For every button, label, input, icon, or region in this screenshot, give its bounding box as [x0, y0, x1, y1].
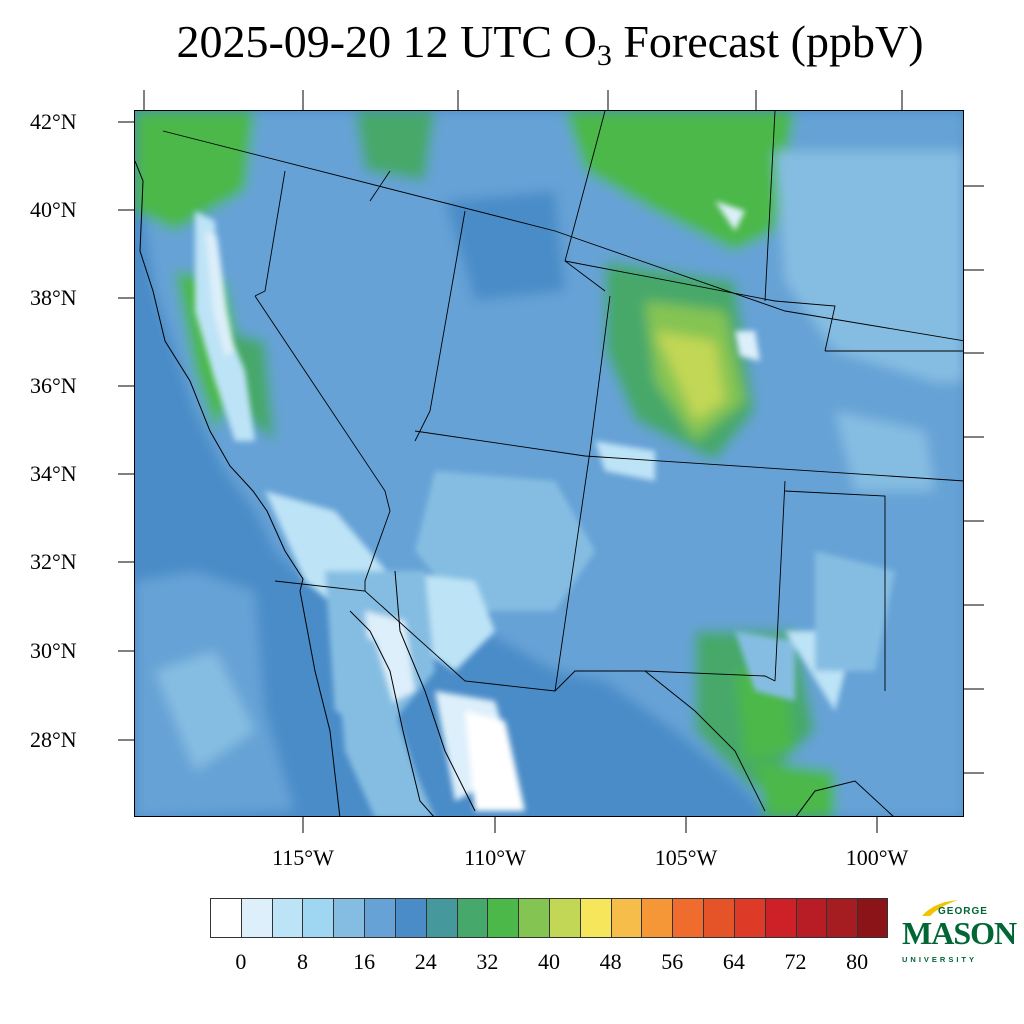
political-borders: [162, 111, 963, 812]
pacific-coastline: [135, 160, 341, 816]
lat-label-38: 38°N: [30, 285, 77, 310]
colorbar-tick-label: 8: [296, 949, 308, 974]
lat-label-42: 42°N: [30, 109, 77, 134]
sonora-coastline: [394, 570, 476, 812]
gulf-of-mexico-coastline: [795, 780, 894, 816]
colorbar-cell: [764, 898, 796, 938]
logo-swoosh-icon: [922, 900, 958, 916]
colorbar-cell: [518, 898, 550, 938]
colorbar-cell: [271, 898, 303, 938]
colorbar-cell: [425, 898, 457, 938]
lon-label-115: 115°W: [272, 845, 334, 870]
colorbar-cell: [240, 898, 272, 938]
colorbar-cell: [333, 898, 365, 938]
colorbar-cell: [302, 898, 334, 938]
lat-label-40: 40°N: [30, 197, 77, 222]
gulf-of-california: [335, 631, 435, 816]
colorbar-cell: [641, 898, 673, 938]
title-prefix: 2025-09-20 12 UTC O: [176, 16, 597, 67]
baja-east-coastline: [349, 610, 434, 816]
colorbar-cell: [795, 898, 827, 938]
lon-label-105: 105°W: [654, 845, 718, 870]
colorbar-cell: [456, 898, 488, 938]
colorbar-cell: [394, 898, 426, 938]
colorbar-cell: [672, 898, 704, 938]
lat-label-32: 32°N: [30, 549, 77, 574]
colorbar-tick-label: 64: [722, 949, 745, 974]
colorbar-cell: [857, 898, 889, 938]
lon-label-100: 100°W: [845, 845, 909, 870]
low-ozone-regions: [195, 201, 895, 811]
colorbar-cell: [210, 898, 241, 938]
colorbar-tick-label: 40: [538, 949, 560, 974]
colorbar-cell: [549, 898, 580, 938]
lat-label-36: 36°N: [30, 373, 77, 398]
colorbar-tick-label: 0: [235, 949, 247, 974]
ozone-map: [134, 110, 964, 817]
lon-label-110: 110°W: [464, 845, 526, 870]
logo-mason: MASON: [902, 915, 1017, 951]
colorbar-cell: [703, 898, 735, 938]
title-suffix: Forecast (ppbV): [611, 16, 924, 67]
gmu-logo: GEORGE MASON UNIVERSITY: [900, 898, 1017, 968]
colorbar-tick-label: 16: [353, 949, 376, 974]
colorbar-tick-label: 32: [476, 949, 499, 974]
colorbar-cell: [610, 898, 642, 938]
title-subscript: 3: [596, 39, 612, 72]
colorbar-tick-label: 24: [414, 949, 437, 974]
ozone-field: [135, 111, 963, 816]
colorbar-cell: [733, 898, 765, 938]
land-shading: [135, 111, 963, 816]
logo-university: UNIVERSITY: [902, 955, 978, 964]
lat-label-30: 30°N: [30, 638, 77, 663]
colorbar-tick-label: 48: [599, 949, 622, 974]
lat-label-34: 34°N: [30, 461, 77, 486]
colorbar-tick-label: 56: [661, 949, 684, 974]
ocean-shading: [135, 571, 295, 816]
colorbar-cell: [364, 898, 396, 938]
colorbar-cell: [826, 898, 858, 938]
colorbar-tick-label: 80: [846, 949, 869, 974]
lat-label-28: 28°N: [30, 727, 77, 752]
logo-george: GEORGE: [938, 906, 988, 917]
colorbar-cell: [579, 898, 611, 938]
colorbar-tick-label: 72: [784, 949, 807, 974]
colorbar-cell: [487, 898, 519, 938]
map-title: 2025-09-20 12 UTC O3 Forecast (ppbV): [0, 12, 1024, 72]
